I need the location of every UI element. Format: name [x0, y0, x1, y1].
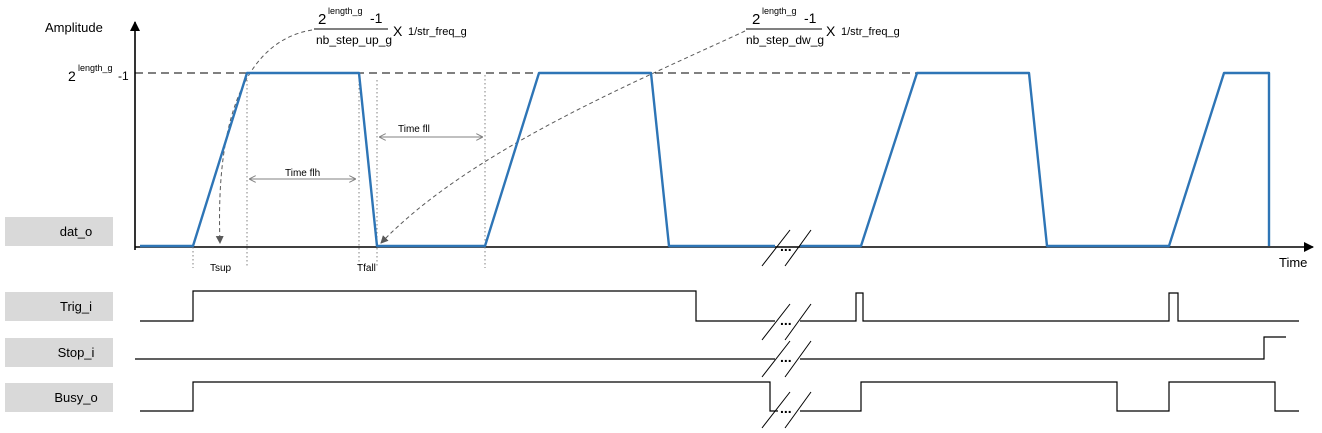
svg-text:-1: -1: [370, 10, 383, 26]
svg-text:length_g: length_g: [762, 6, 797, 16]
break-marker-stop: ...: [761, 340, 812, 378]
svg-text:nb_step_dw_g: nb_step_dw_g: [746, 33, 824, 47]
svg-text:length_g: length_g: [78, 63, 113, 73]
svg-text:nb_step_up_g: nb_step_up_g: [316, 33, 392, 47]
svg-text:dat_o: dat_o: [60, 224, 93, 239]
svg-text:1/str_freq_g: 1/str_freq_g: [408, 26, 467, 38]
max-level-label: 2 length_g -1: [68, 63, 129, 84]
tsup-label: Tsup: [210, 263, 232, 274]
break-marker-busy: ...: [761, 391, 812, 429]
x-axis-label: Time: [1279, 255, 1307, 270]
tfall-label: Tfall: [357, 263, 376, 274]
svg-text:Trig_i: Trig_i: [60, 299, 92, 314]
signal-busy-o: Busy_o: [5, 383, 113, 412]
svg-text:length_g: length_g: [328, 6, 363, 16]
svg-text:...: ...: [780, 238, 792, 254]
formula-step-up: 2 length_g -1 nb_step_up_g X 1/str_freq_…: [314, 6, 467, 47]
break-marker-dat: ...: [761, 229, 812, 267]
tfall-arrow: [380, 30, 746, 244]
time-flh-label: Time flh: [285, 168, 320, 179]
busy-o-waveform-a: [140, 381, 778, 412]
svg-text:X: X: [393, 23, 403, 39]
svg-text:-1: -1: [118, 69, 129, 83]
svg-text:...: ...: [780, 349, 792, 365]
svg-text:1/str_freq_g: 1/str_freq_g: [841, 26, 900, 38]
svg-text:...: ...: [780, 312, 792, 328]
busy-o-waveform-b: [800, 381, 1299, 412]
svg-text:Stop_i: Stop_i: [58, 345, 95, 360]
y-axis-label: Amplitude: [45, 20, 103, 35]
dat-o-waveform-b: [800, 71, 1271, 248]
svg-text:-1: -1: [804, 10, 817, 26]
svg-text:2: 2: [752, 11, 760, 28]
dat-o-waveform-a: [140, 71, 775, 248]
signal-stop-i: Stop_i: [5, 338, 113, 367]
time-fll-label: Time fll: [398, 124, 430, 135]
break-marker-trig: ...: [761, 303, 812, 341]
svg-text:2: 2: [68, 68, 76, 84]
formula-step-down: 2 length_g -1 nb_step_dw_g X 1/str_freq_…: [746, 6, 900, 47]
tsup-arrow: [215, 29, 313, 244]
svg-text:Busy_o: Busy_o: [54, 390, 97, 405]
trig-i-waveform-b: [800, 292, 1299, 322]
signal-trig-i: Trig_i: [5, 292, 113, 321]
trig-i-waveform-a: [140, 290, 775, 322]
svg-text:2: 2: [318, 11, 326, 28]
stop-i-waveform-b: [800, 336, 1286, 360]
svg-text:X: X: [826, 23, 836, 39]
signal-dat-o: dat_o: [5, 217, 113, 246]
svg-text:...: ...: [780, 400, 792, 416]
